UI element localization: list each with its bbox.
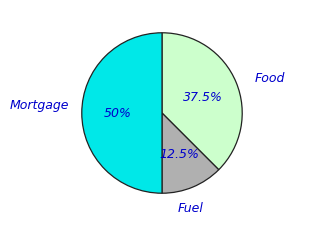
- Text: 12.5%: 12.5%: [159, 148, 199, 160]
- Wedge shape: [162, 34, 242, 170]
- Text: 50%: 50%: [104, 107, 132, 120]
- Text: Fuel: Fuel: [177, 201, 203, 214]
- Text: 37.5%: 37.5%: [183, 90, 223, 103]
- Wedge shape: [82, 34, 162, 193]
- Wedge shape: [162, 114, 219, 193]
- Text: Mortgage: Mortgage: [10, 99, 69, 111]
- Text: Food: Food: [255, 72, 285, 85]
